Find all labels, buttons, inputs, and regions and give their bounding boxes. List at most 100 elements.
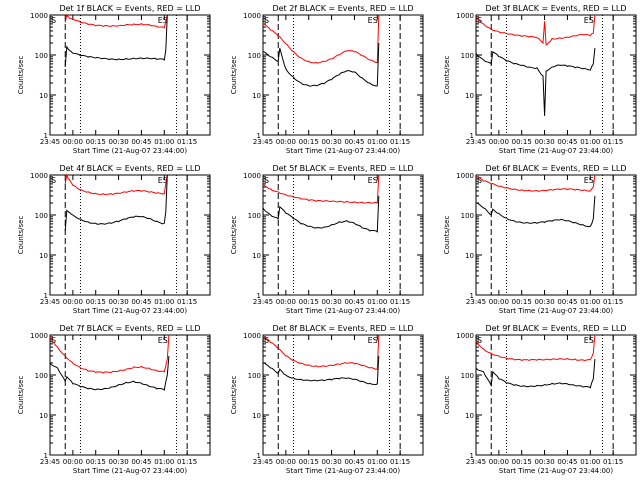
x-tick-label: 01:15 bbox=[177, 298, 197, 306]
chart-title: Det 8f BLACK = Events, RED = LLD bbox=[272, 324, 413, 333]
y-tick-label: 1000 bbox=[456, 12, 474, 20]
event-marker-label: S bbox=[264, 176, 269, 185]
lld-series-line bbox=[64, 173, 168, 196]
x-tick-label: 00:15 bbox=[299, 138, 319, 146]
y-axis-label: Counts/sec bbox=[17, 216, 25, 255]
events-series-line bbox=[475, 47, 596, 116]
event-marker-label: ES bbox=[584, 176, 594, 185]
y-tick-label: 1000 bbox=[243, 172, 261, 180]
x-axis-label: Start Time (21-Aug-07 23:44:00) bbox=[286, 467, 400, 475]
x-tick-label: 00:45 bbox=[131, 138, 151, 146]
y-axis-label: Counts/sec bbox=[443, 216, 451, 255]
x-tick-label: 01:15 bbox=[177, 458, 197, 466]
chart-title: Det 6f BLACK = Events, RED = LLD bbox=[485, 164, 626, 173]
x-tick-label: 01:15 bbox=[390, 138, 410, 146]
y-tick-label: 100 bbox=[248, 372, 261, 380]
y-tick-label: 10 bbox=[465, 412, 474, 420]
y-tick-label: 10 bbox=[252, 252, 261, 260]
x-tick-label: 00:45 bbox=[344, 138, 364, 146]
chart-title: Det 1f BLACK = Events, RED = LLD bbox=[59, 4, 200, 13]
events-series-line bbox=[475, 195, 596, 228]
event-marker-label: S bbox=[477, 176, 482, 185]
x-tick-label: 00:00 bbox=[489, 458, 509, 466]
x-tick-label: 00:30 bbox=[534, 298, 554, 306]
y-tick-label: 1000 bbox=[456, 332, 474, 340]
y-tick-label: 1 bbox=[470, 132, 474, 140]
y-tick-label: 10 bbox=[252, 412, 261, 420]
y-tick-label: 1000 bbox=[30, 332, 48, 340]
events-series-line bbox=[64, 174, 168, 231]
x-tick-label: 01:00 bbox=[154, 298, 174, 306]
x-tick-label: 00:30 bbox=[321, 458, 341, 466]
event-marker-label: ES bbox=[368, 336, 378, 345]
x-tick-label: 23:45 bbox=[253, 298, 273, 306]
y-axis-label: Counts/sec bbox=[230, 56, 238, 95]
x-tick-label: 01:00 bbox=[154, 458, 174, 466]
chart-title: Det 9f BLACK = Events, RED = LLD bbox=[485, 324, 626, 333]
x-tick-label: 00:30 bbox=[321, 138, 341, 146]
x-tick-label: 00:45 bbox=[557, 138, 577, 146]
x-tick-label: 01:00 bbox=[154, 138, 174, 146]
x-tick-label: 00:00 bbox=[489, 138, 509, 146]
event-marker-label: ES bbox=[158, 176, 168, 185]
event-marker-label: S bbox=[51, 336, 56, 345]
x-tick-label: 01:15 bbox=[390, 458, 410, 466]
x-axis-label: Start Time (21-Aug-07 23:44:00) bbox=[499, 467, 613, 475]
x-tick-label: 23:45 bbox=[253, 138, 273, 146]
y-tick-label: 10 bbox=[252, 92, 261, 100]
x-tick-label: 00:45 bbox=[344, 458, 364, 466]
y-tick-label: 1 bbox=[44, 452, 48, 460]
lld-series-line bbox=[262, 334, 380, 370]
y-tick-label: 100 bbox=[461, 372, 474, 380]
x-tick-label: 23:45 bbox=[466, 298, 486, 306]
plot-frame bbox=[49, 174, 211, 296]
x-tick-label: 00:15 bbox=[86, 138, 106, 146]
x-tick-label: 01:15 bbox=[177, 138, 197, 146]
x-axis-label: Start Time (21-Aug-07 23:44:00) bbox=[73, 467, 187, 475]
x-tick-label: 01:00 bbox=[580, 458, 600, 466]
x-tick-label: 00:00 bbox=[276, 298, 296, 306]
x-tick-label: 01:15 bbox=[603, 138, 623, 146]
x-tick-label: 00:00 bbox=[276, 138, 296, 146]
y-tick-label: 1000 bbox=[243, 332, 261, 340]
chart-title: Det 7f BLACK = Events, RED = LLD bbox=[59, 324, 200, 333]
x-tick-label: 00:30 bbox=[108, 298, 128, 306]
x-axis-label: Start Time (21-Aug-07 23:44:00) bbox=[73, 307, 187, 315]
x-axis-label: Start Time (21-Aug-07 23:44:00) bbox=[286, 307, 400, 315]
y-axis-label: Counts/sec bbox=[17, 56, 25, 95]
lld-series-line bbox=[262, 174, 380, 204]
x-tick-label: 00:15 bbox=[512, 298, 532, 306]
x-tick-label: 00:15 bbox=[512, 138, 532, 146]
x-tick-label: 01:00 bbox=[367, 458, 387, 466]
x-tick-label: 23:45 bbox=[466, 138, 486, 146]
y-tick-label: 10 bbox=[39, 252, 48, 260]
y-tick-label: 100 bbox=[248, 212, 261, 220]
plot-frame bbox=[262, 174, 424, 296]
x-tick-label: 00:30 bbox=[108, 458, 128, 466]
lld-series-line bbox=[475, 174, 596, 192]
x-tick-label: 01:00 bbox=[367, 298, 387, 306]
x-tick-label: 00:30 bbox=[534, 458, 554, 466]
x-tick-label: 23:45 bbox=[466, 458, 486, 466]
y-axis-label: Counts/sec bbox=[230, 216, 238, 255]
x-tick-label: 00:00 bbox=[276, 458, 296, 466]
y-tick-label: 100 bbox=[35, 212, 48, 220]
y-tick-label: 1 bbox=[470, 452, 474, 460]
x-tick-label: 01:00 bbox=[367, 138, 387, 146]
event-marker-label: ES bbox=[368, 16, 378, 25]
events-series-line bbox=[262, 42, 380, 87]
y-tick-label: 1 bbox=[44, 132, 48, 140]
lld-series-line bbox=[64, 13, 168, 29]
x-tick-label: 00:15 bbox=[299, 298, 319, 306]
x-tick-label: 01:15 bbox=[390, 298, 410, 306]
events-series-line bbox=[475, 359, 596, 389]
chart-title: Det 4f BLACK = Events, RED = LLD bbox=[59, 164, 200, 173]
y-tick-label: 1 bbox=[257, 132, 261, 140]
plot-frame bbox=[475, 174, 637, 296]
x-tick-label: 00:00 bbox=[489, 298, 509, 306]
